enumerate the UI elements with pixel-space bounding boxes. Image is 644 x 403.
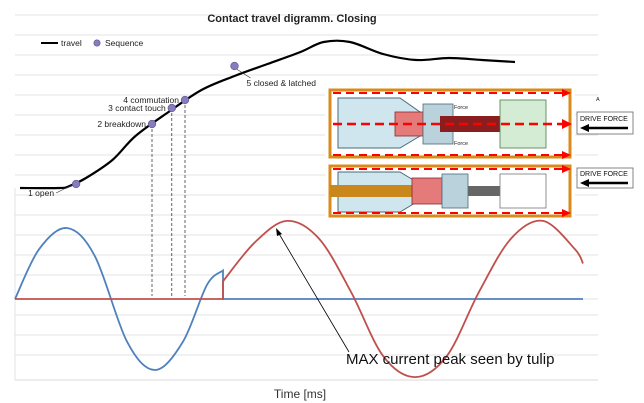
inset-bottom-panel: DRIVE FORCE [325,163,634,219]
legend-travel-label: travel [61,38,82,48]
inset-bottom-tulip [411,177,443,205]
sequence-label-4: 4 commutation [123,95,179,105]
inset-top-housing [328,88,572,159]
sequence-point-5 [230,61,239,71]
sequence-leader-1 [55,184,73,194]
inset-bottom-housing [328,164,572,218]
inset-bottom-rod [468,186,520,196]
annotation-pointer [277,231,350,353]
inset-bottom-drive-arrow [580,179,589,187]
sequence-label-1: 1 open [28,188,54,198]
inset-bottom-drive-label: DRIVE FORCE [580,171,628,178]
chart-title: Contact travel digramm. Closing [207,13,376,25]
gridlines [14,14,598,380]
sequence-point-2 [147,119,157,129]
inset-corner-label: A [596,97,600,103]
annotation-text: MAX current peak seen by tulip [346,351,554,368]
travel-series [19,39,516,190]
sequence-point-4 [180,95,190,105]
wave-line-blue [14,227,583,371]
inset-force-label-2: Force [454,141,468,147]
sequence-points [71,61,239,189]
interrupter-illustration: Force Force DRIVE FORCE A DRIVE FORCE [325,86,634,219]
sequence-label-2: 2 breakdown [97,119,146,129]
legend-sequence-label: Sequence [105,38,144,48]
inset-top-drive-arrow [580,124,589,132]
sequence-label-5: 5 closed & latched [247,78,317,88]
sequence-point-1 [71,179,81,189]
sequence-label-3: 3 contact touch [108,103,166,113]
series-travel-line [19,39,516,190]
sequence-leader-5 [236,68,251,79]
legend-sequence-swatch [93,39,101,47]
current-waves [14,219,584,379]
inset-top-rod [440,116,500,132]
x-axis-label: Time [ms] [274,387,326,401]
sequence-point-3 [167,103,176,113]
inset-top-drive-label: DRIVE FORCE [580,116,628,123]
inset-top-panel: Force Force DRIVE FORCE A [325,86,634,160]
inset-bottom-spring [499,173,547,209]
inset-force-label: Force [454,105,468,111]
wave-line-red [15,219,584,379]
legend: travel Sequence [41,38,144,48]
sequence-guide-lines [151,100,186,296]
